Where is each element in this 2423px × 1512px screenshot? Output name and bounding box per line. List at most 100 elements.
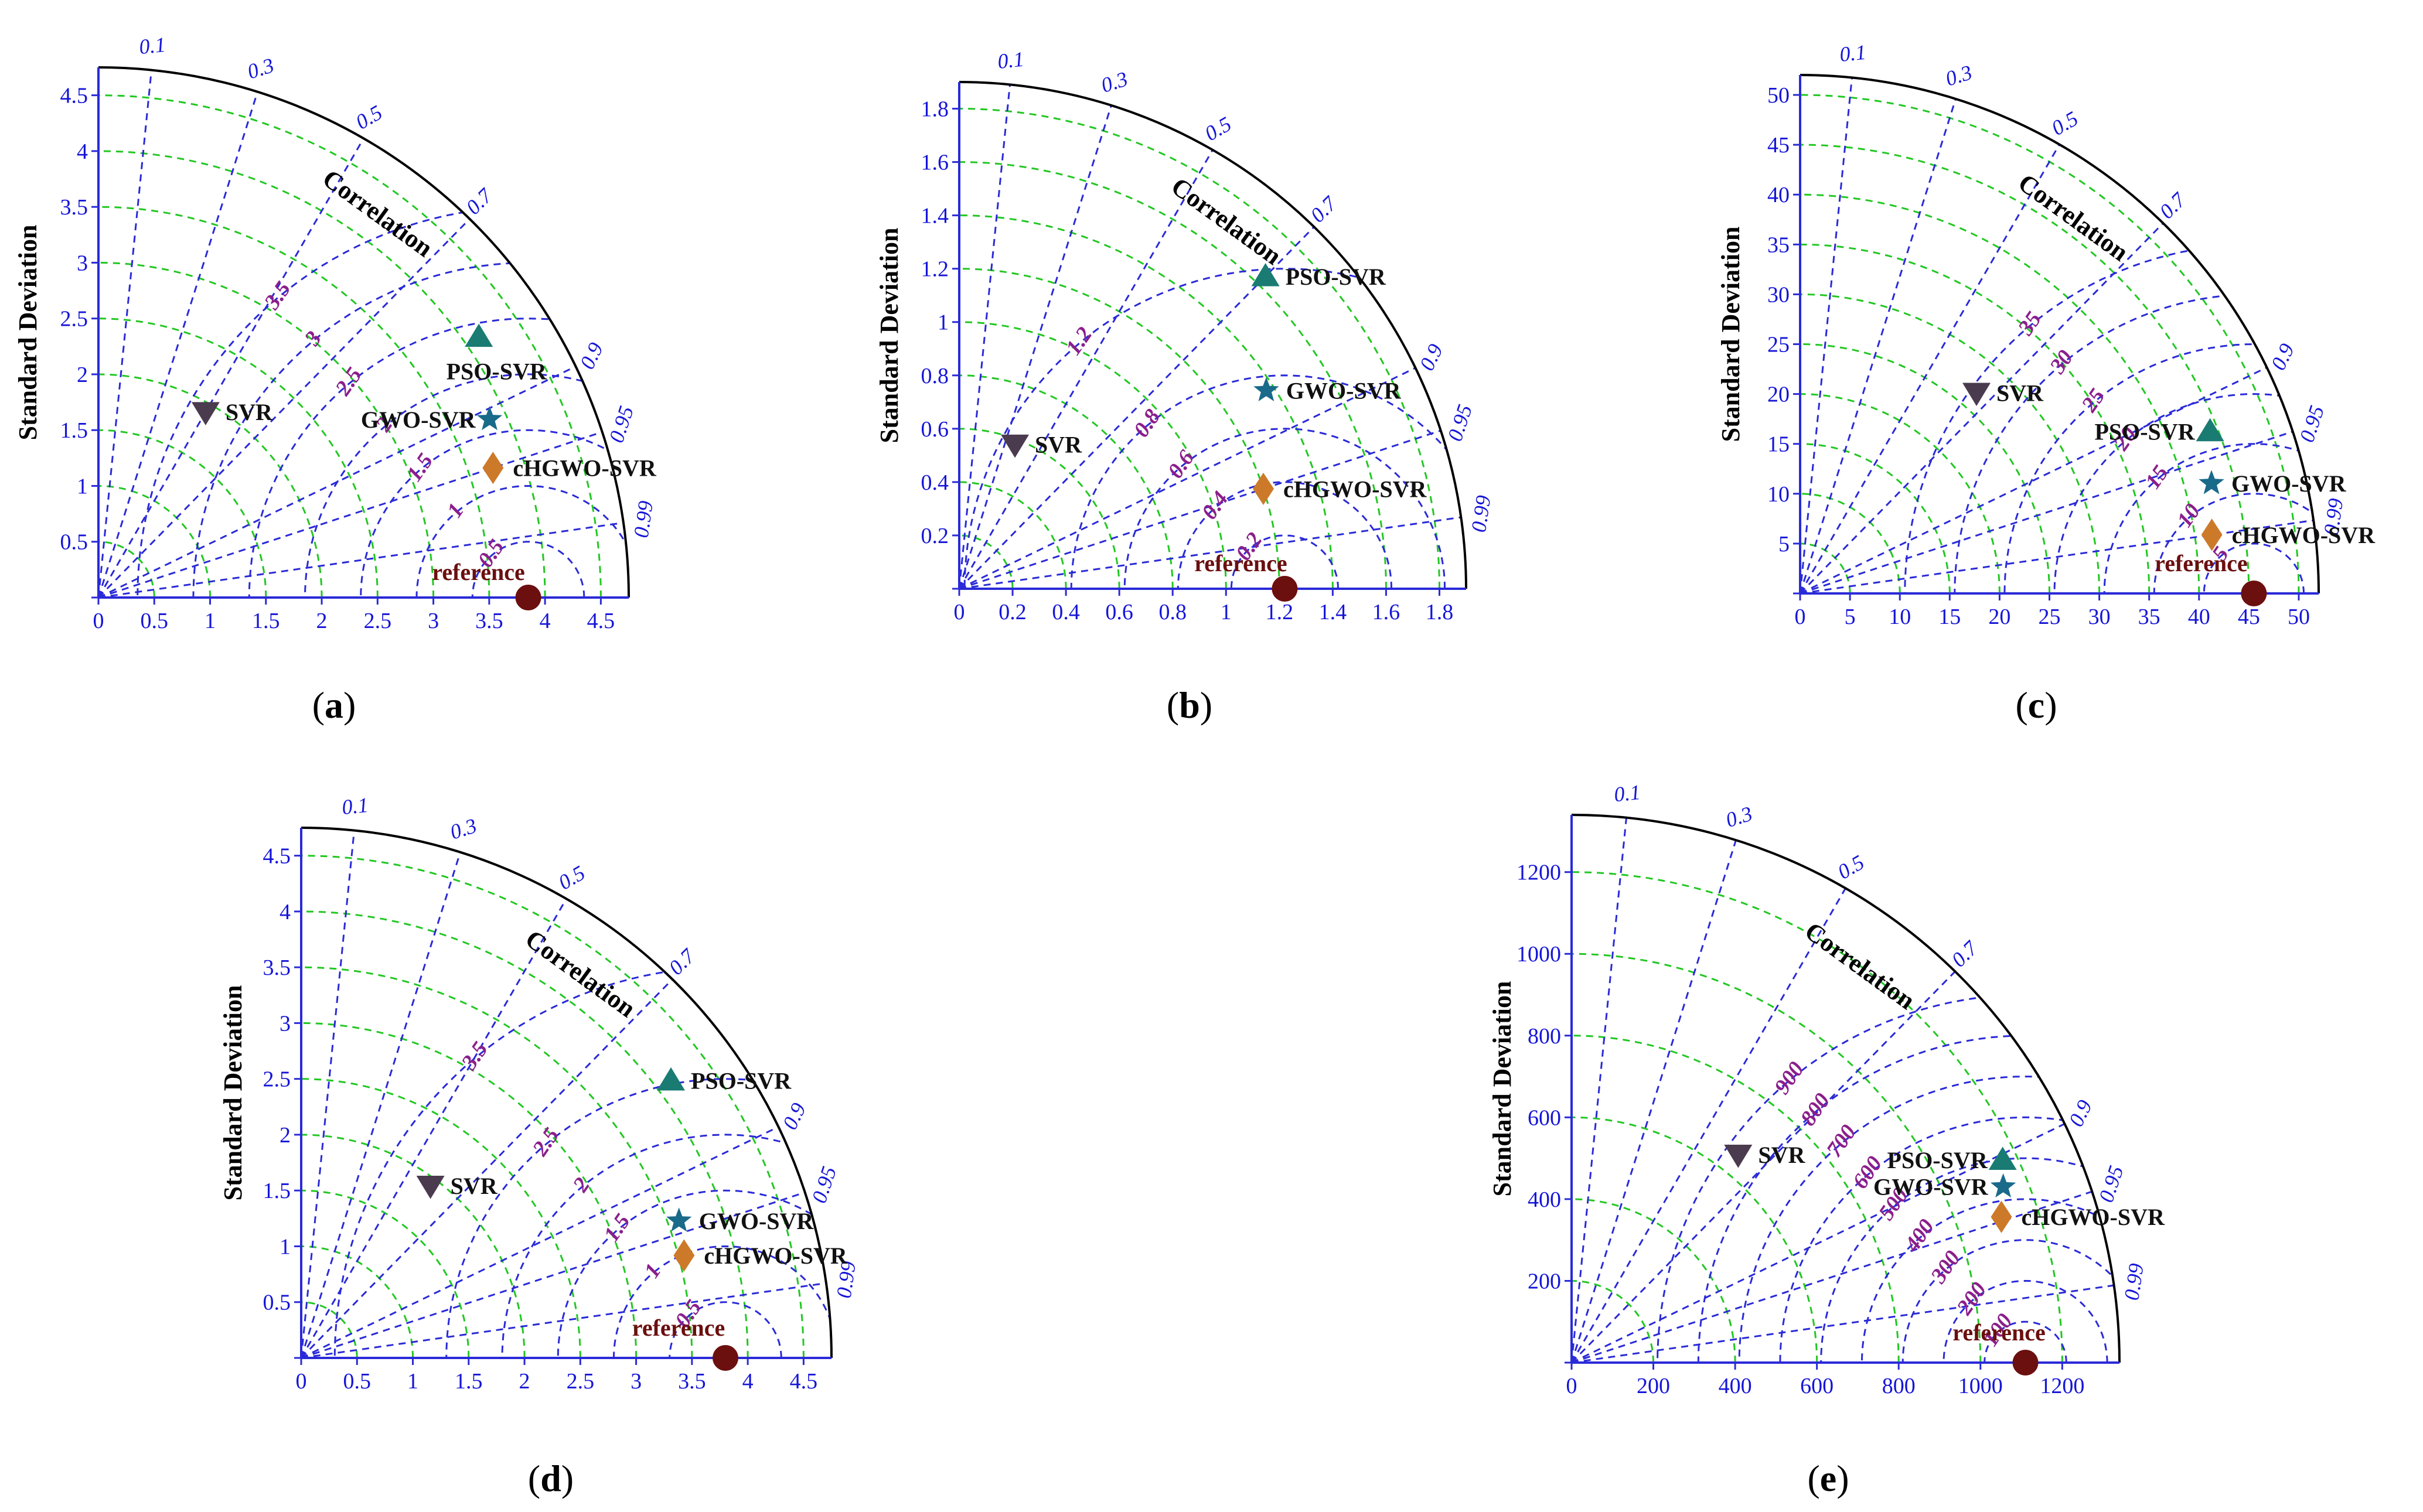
- correlation-tick-label: 0.3: [1943, 60, 1975, 91]
- triangle-up-marker: [2196, 418, 2224, 442]
- series-label: cHGWO-SVR: [513, 455, 657, 482]
- rms-tick-label: 300: [1926, 1246, 1965, 1288]
- y-tick-label: 10: [1767, 482, 1790, 507]
- reference-point: [1272, 576, 1298, 602]
- y-tick-label: 4: [77, 139, 88, 164]
- correlation-tick-label: 0.1: [1839, 40, 1867, 66]
- rms-gridline: [1820, 1157, 2119, 1363]
- rms-gridline: [669, 1301, 782, 1358]
- star-marker: [1990, 1173, 2016, 1198]
- y-tick-label: 2.5: [60, 307, 88, 332]
- rms-gridline: [2153, 493, 2319, 593]
- y-tick-label: 1200: [1516, 861, 1561, 885]
- y-axis-title: Standard Deviation: [875, 228, 904, 443]
- correlation-ray: [97, 70, 152, 598]
- y-tick-label: 3.5: [60, 195, 88, 220]
- x-tick-label: 1200: [2040, 1374, 2084, 1398]
- std-gridline: [98, 261, 435, 598]
- y-axis-title: Standard Deviation: [1716, 227, 1745, 442]
- triangle-up-marker: [465, 323, 493, 347]
- y-tick-label: 1: [280, 1234, 291, 1259]
- correlation-tick-label: 0.1: [341, 793, 370, 819]
- y-tick-label: 30: [1767, 282, 1790, 307]
- series-label: cHGWO-SVR: [2232, 522, 2376, 548]
- correlation-ray: [1570, 971, 1956, 1364]
- x-tick-label: 2.5: [364, 609, 392, 633]
- std-gridline: [1800, 144, 2250, 593]
- series-label: GWO-SVR: [361, 407, 476, 433]
- star-marker: [476, 406, 503, 431]
- correlation-axis-title: Correlation: [1800, 916, 1920, 1015]
- x-tick-label: 400: [1719, 1374, 1752, 1398]
- rms-tick-label: 10: [2172, 499, 2205, 531]
- x-tick-label: 10: [1889, 605, 1911, 629]
- correlation-ray: [1570, 817, 1627, 1363]
- x-tick-label: 25: [2038, 605, 2060, 629]
- outer-arc: [98, 66, 630, 598]
- x-tick-label: 20: [1988, 605, 2010, 629]
- reference-label: reference: [2155, 550, 2247, 576]
- std-gridline: [959, 374, 1174, 589]
- correlation-tick-label: 0.1: [1613, 780, 1642, 806]
- rms-gridline: [1070, 374, 1466, 589]
- series-label: cHGWO-SVR: [2021, 1204, 2165, 1230]
- correlation-ray: [1571, 1123, 2066, 1364]
- y-axis-title: Standard Deviation: [219, 985, 247, 1201]
- correlation-ray: [1800, 431, 2293, 595]
- rms-gridline: [1901, 1239, 2119, 1363]
- correlation-tick-label: 0.95: [604, 403, 638, 445]
- rms-gridline: [1738, 1076, 2119, 1363]
- rms-gridline: [613, 1245, 831, 1358]
- series-label: SVR: [451, 1173, 498, 1199]
- std-gridline: [959, 268, 1280, 589]
- correlation-ray: [959, 516, 1461, 590]
- x-tick-label: 2: [316, 609, 328, 633]
- diamond-marker: [2201, 518, 2223, 551]
- y-tick-label: 2: [280, 1123, 291, 1148]
- rms-gridline: [248, 318, 629, 598]
- y-tick-label: 1.5: [60, 418, 88, 443]
- rms-tick-label: 15: [2141, 461, 2173, 493]
- panel-label: (c): [2015, 684, 2057, 726]
- triangle-down-marker: [1724, 1145, 1753, 1168]
- correlation-ray: [959, 429, 1441, 590]
- x-tick-label: 0.2: [998, 600, 1027, 624]
- correlation-ray: [1570, 839, 1737, 1363]
- rms-gridline: [557, 1189, 831, 1358]
- panel-label: (a): [312, 684, 356, 726]
- y-tick-label: 1: [77, 474, 88, 499]
- x-tick-label: 1.4: [1319, 600, 1347, 624]
- y-tick-label: 1.4: [921, 204, 949, 228]
- x-tick-label: 35: [2138, 605, 2160, 629]
- rms-gridline: [2203, 542, 2305, 593]
- taylor-panel-e: 0.1 0.3 0.5 0.7 0.9 0.95 0.99 0 200 200 400 400 600 6…: [1488, 780, 2165, 1499]
- correlation-tick-label: 0.5: [1834, 851, 1868, 884]
- correlation-tick-label: 0.1: [997, 47, 1025, 73]
- std-gridline: [1572, 1035, 1900, 1363]
- correlation-ray: [959, 367, 1416, 590]
- correlation-ray: [98, 431, 603, 599]
- x-tick-label: 0: [1566, 1374, 1577, 1398]
- rms-tick-label: 3: [299, 327, 326, 350]
- std-gridline: [1800, 94, 2300, 593]
- y-tick-label: 4: [280, 900, 291, 924]
- correlation-tick-label: 0.99: [2119, 1262, 2148, 1302]
- correlation-tick-label: 0.9: [778, 1099, 811, 1133]
- y-tick-label: 40: [1767, 183, 1790, 207]
- y-tick-label: 4.5: [60, 84, 88, 108]
- series-label: cHGWO-SVR: [1283, 476, 1427, 502]
- y-tick-label: 35: [1767, 233, 1790, 257]
- std-gridline: [301, 855, 805, 1358]
- panel-label: (b): [1167, 684, 1212, 726]
- correlation-ray: [958, 226, 1315, 590]
- std-gridline: [1572, 1279, 1655, 1363]
- x-tick-label: 1: [407, 1369, 418, 1394]
- y-tick-label: 45: [1767, 133, 1790, 158]
- correlation-tick-label: 0.9: [575, 339, 608, 373]
- rms-tick-label: 200: [1952, 1278, 1992, 1320]
- y-tick-label: 600: [1528, 1105, 1561, 1130]
- rms-gridline: [501, 1134, 831, 1358]
- std-gridline: [98, 94, 602, 598]
- y-tick-label: 4.5: [263, 844, 291, 869]
